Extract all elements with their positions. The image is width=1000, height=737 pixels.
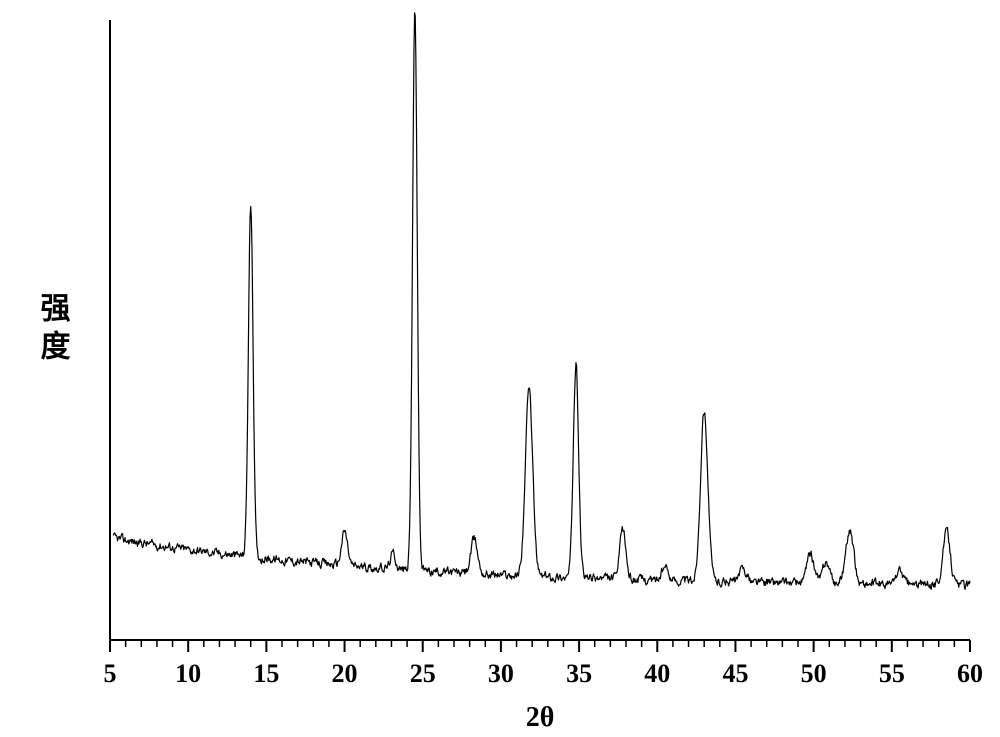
svg-text:60: 60 [957, 659, 983, 688]
svg-text:15: 15 [253, 659, 279, 688]
svg-text:25: 25 [410, 659, 436, 688]
chart-canvas: 5 10 15 20 25 30 35 40 45 50 55 60 2θ 强度 [0, 0, 1000, 737]
svg-text:55: 55 [879, 659, 905, 688]
svg-text:30: 30 [488, 659, 514, 688]
xrd-pattern-line [113, 13, 970, 589]
svg-text:45: 45 [722, 659, 748, 688]
svg-text:20: 20 [332, 659, 358, 688]
xrd-chart: 5 10 15 20 25 30 35 40 45 50 55 60 2θ 强度 [0, 0, 1000, 737]
x-axis-label: 2θ [526, 702, 555, 733]
svg-text:10: 10 [175, 659, 201, 688]
svg-text:50: 50 [801, 659, 827, 688]
y-axis-label: 强度 [36, 292, 71, 368]
svg-text:40: 40 [644, 659, 670, 688]
svg-text:5: 5 [104, 659, 117, 688]
svg-text:35: 35 [566, 659, 592, 688]
